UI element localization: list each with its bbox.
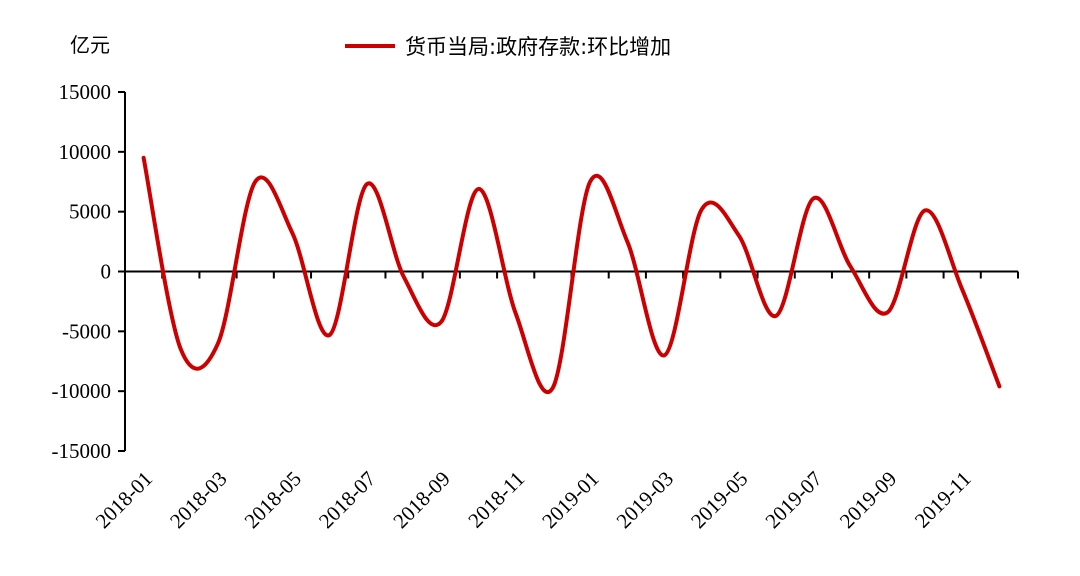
x-tick-label: 2019-09 (835, 467, 901, 533)
x-tick-label: 2019-05 (686, 467, 752, 533)
y-tick-label: -10000 (52, 379, 112, 403)
series-line (141, 155, 1002, 395)
y-ticks: 15000 10000 5000 0 -5000 -10000 -15000 (52, 80, 125, 463)
y-tick-label: 10000 (59, 140, 112, 164)
y-tick-label: 5000 (69, 200, 111, 224)
y-tick-label: -15000 (52, 439, 112, 463)
series-layer (141, 155, 1002, 395)
x-tick-label: 2019-03 (612, 467, 678, 533)
y-unit-label: 亿元 (70, 33, 110, 57)
y-tick-label: 0 (101, 260, 112, 284)
x-tick-label: 2019-11 (910, 467, 976, 533)
x-tick-label: 2018-03 (165, 467, 231, 533)
x-tick-label: 2018-01 (91, 467, 157, 533)
y-tick-label: -5000 (62, 319, 111, 343)
x-tick-label: 2018-09 (388, 467, 454, 533)
y-tick-label: 15000 (59, 80, 112, 104)
x-tick-label: 2019-07 (760, 467, 826, 533)
legend-label: 货币当局:政府存款:环比增加 (405, 35, 671, 59)
x-tick-label: 2018-07 (314, 467, 380, 533)
x-tick-label: 2018-05 (240, 467, 306, 533)
x-tick-label: 2018-11 (463, 467, 529, 533)
x-tick-label: 2019-01 (537, 467, 603, 533)
legend: 货币当局:政府存款:环比增加 (345, 35, 671, 59)
